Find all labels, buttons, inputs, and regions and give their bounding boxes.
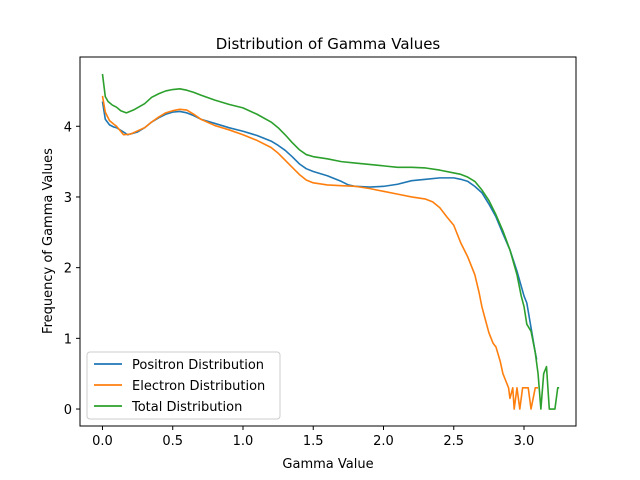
x-tick-label: 1.5 (303, 434, 324, 449)
plot-frame (79, 56, 577, 427)
y-tick-label: 1 (64, 332, 72, 347)
series-line-2 (101, 73, 560, 410)
x-axis-label: Gamma Value (282, 457, 373, 472)
chart-title: Distribution of Gamma Values (216, 35, 441, 53)
y-tick-label: 3 (64, 191, 72, 206)
x-tick-label: 1.0 (233, 434, 254, 449)
y-tick-label: 4 (64, 120, 72, 135)
series-line-0 (101, 101, 538, 360)
legend-label: Positron Distribution (132, 358, 264, 373)
plot-lines (101, 73, 560, 410)
y-axis: 0 1 2 3 4 (64, 120, 80, 418)
y-tick-label: 0 (64, 403, 72, 418)
y-tick-label: 2 (64, 262, 72, 277)
legend-box (86, 351, 281, 420)
x-axis: 0.0 0.5 1.0 1.5 2.0 2.5 3.0 (92, 426, 534, 449)
legend-label: Electron Distribution (132, 379, 265, 394)
x-tick-label: 2.0 (373, 434, 394, 449)
legend-label: Total Distribution (131, 400, 242, 415)
legend: Positron Distribution Electron Distributi… (86, 351, 281, 420)
y-axis-label: Frequency of Gamma Values (41, 148, 56, 334)
x-tick-label: 3.0 (514, 434, 535, 449)
series-line-1 (101, 95, 539, 410)
x-tick-label: 2.5 (443, 434, 464, 449)
x-tick-label: 0.0 (92, 434, 113, 449)
x-tick-label: 0.5 (162, 434, 183, 449)
